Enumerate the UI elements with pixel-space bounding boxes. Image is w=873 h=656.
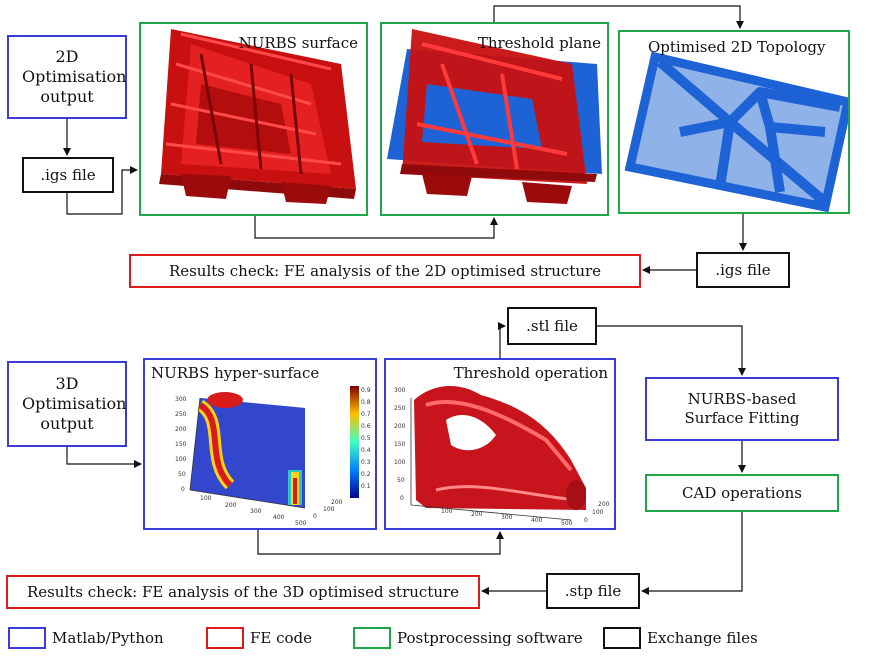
threshold-operation-panel: 300 250 200 150 100 50 0 100 200 300 400… bbox=[384, 358, 616, 530]
thr-x2-tick: 200 bbox=[598, 501, 610, 508]
cbar-tick: 0.5 bbox=[361, 435, 371, 442]
3d-optimisation-output-label: 3D Optimisation output bbox=[22, 374, 127, 433]
thr-y-tick: 200 bbox=[394, 423, 406, 430]
threshold-operation-image: 300 250 200 150 100 50 0 100 200 300 400… bbox=[394, 385, 610, 527]
hyper-y-tick: 0 bbox=[181, 486, 185, 493]
legend-swatch-postprocessing bbox=[353, 627, 391, 649]
threshold-plane-image bbox=[387, 29, 602, 204]
cbar-tick: 0.8 bbox=[361, 399, 371, 406]
stl-file-box: .stl file bbox=[507, 307, 597, 345]
optimised-2d-topology-title: Optimised 2D Topology bbox=[648, 38, 826, 56]
nurbs-surface-fitting-label: NURBS-based Surface Fitting bbox=[684, 390, 800, 427]
stp-file-box: .stp file bbox=[546, 573, 640, 609]
nurbs-hyper-surface-panel: 300 250 200 150 100 50 0 100 200 300 400… bbox=[143, 358, 377, 530]
hyper-y-tick: 150 bbox=[175, 441, 187, 448]
igs-file-input-box: .igs file bbox=[22, 157, 114, 193]
hyper-x2-tick: 0 bbox=[313, 513, 317, 520]
3d-optimisation-output-box: 3D Optimisation output bbox=[7, 361, 127, 447]
thr-y-tick: 300 bbox=[394, 387, 406, 394]
2d-optimisation-output-label: 2D Optimisation output bbox=[22, 47, 127, 106]
thr-x1-tick: 200 bbox=[471, 511, 483, 518]
nurbs-surface-panel: NURBS surface bbox=[139, 22, 368, 216]
hyper-x2-tick: 100 bbox=[323, 506, 335, 513]
legend-label-postprocessing: Postprocessing software bbox=[397, 629, 583, 647]
igs-file-input-label: .igs file bbox=[40, 165, 96, 184]
nurbs-surface-image bbox=[159, 29, 356, 204]
cbar-tick: 0.1 bbox=[361, 483, 371, 490]
igs-file-output-box: .igs file bbox=[696, 252, 790, 288]
nurbs-surface-fitting-box: NURBS-based Surface Fitting bbox=[645, 377, 839, 441]
hyper-x1-tick: 400 bbox=[273, 514, 285, 521]
cad-operations-box: CAD operations bbox=[645, 474, 839, 512]
hyper-y-tick: 300 bbox=[175, 396, 187, 403]
threshold-plane-panel: Threshold plane bbox=[380, 22, 609, 216]
hyper-x1-tick: 100 bbox=[200, 495, 212, 502]
thr-x1-tick: 100 bbox=[441, 508, 453, 515]
cbar-tick: 0.3 bbox=[361, 459, 371, 466]
thr-x2-tick: 0 bbox=[584, 517, 588, 524]
cad-operations-label: CAD operations bbox=[682, 483, 802, 502]
results-check-2d-box: Results check: FE analysis of the 2D opt… bbox=[129, 254, 641, 288]
thr-y-tick: 0 bbox=[400, 495, 404, 502]
hyper-x1-tick: 200 bbox=[225, 502, 237, 509]
legend-swatch-exchange bbox=[603, 627, 641, 649]
results-check-3d-box: Results check: FE analysis of the 3D opt… bbox=[6, 575, 480, 609]
stp-file-label: .stp file bbox=[564, 581, 622, 600]
optimised-2d-topology-panel: Optimised 2D Topology bbox=[618, 30, 850, 214]
nurbs-hyper-surface-title: NURBS hyper-surface bbox=[151, 364, 320, 382]
cbar-tick: 0.9 bbox=[361, 387, 371, 394]
nurbs-hyper-surface-image: 300 250 200 150 100 50 0 100 200 300 400… bbox=[175, 386, 371, 527]
legend-label-exchange: Exchange files bbox=[647, 629, 758, 647]
thr-x1-tick: 400 bbox=[531, 517, 543, 524]
optimised-2d-topology-image bbox=[624, 51, 848, 212]
cbar-tick: 0.2 bbox=[361, 471, 371, 478]
legend-swatch-fe-code bbox=[206, 627, 244, 649]
thr-y-tick: 100 bbox=[394, 459, 406, 466]
legend-label-matlab: Matlab/Python bbox=[52, 629, 164, 647]
nurbs-surface-title: NURBS surface bbox=[238, 34, 358, 52]
hyper-y-tick: 250 bbox=[175, 411, 187, 418]
threshold-plane-title: Threshold plane bbox=[477, 34, 601, 52]
hyper-y-tick: 100 bbox=[175, 456, 187, 463]
cbar-tick: 0.4 bbox=[361, 447, 371, 454]
igs-file-output-label: .igs file bbox=[715, 260, 771, 279]
cbar-tick: 0.6 bbox=[361, 423, 371, 430]
hyper-x1-tick: 300 bbox=[250, 508, 262, 515]
thr-y-tick: 50 bbox=[397, 477, 405, 484]
hyper-y-tick: 200 bbox=[175, 426, 187, 433]
threshold-operation-title: Threshold operation bbox=[453, 364, 608, 382]
thr-y-tick: 250 bbox=[394, 405, 406, 412]
legend-label-fe-code: FE code bbox=[250, 629, 313, 647]
thr-x1-tick: 500 bbox=[561, 520, 573, 527]
legend-swatch-matlab bbox=[8, 627, 46, 649]
thr-x2-tick: 100 bbox=[592, 509, 604, 516]
hyper-x2-tick: 200 bbox=[331, 499, 343, 506]
thr-y-tick: 150 bbox=[394, 441, 406, 448]
results-check-3d-label: Results check: FE analysis of the 3D opt… bbox=[26, 582, 460, 601]
thr-x1-tick: 300 bbox=[501, 514, 513, 521]
2d-optimisation-output-box: 2D Optimisation output bbox=[7, 35, 127, 119]
results-check-2d-label: Results check: FE analysis of the 2D opt… bbox=[168, 261, 602, 280]
stl-file-label: .stl file bbox=[526, 316, 578, 335]
cbar-tick: 0.7 bbox=[361, 411, 371, 418]
hyper-y-tick: 50 bbox=[178, 471, 186, 478]
hyper-x1-tick: 500 bbox=[295, 520, 307, 527]
